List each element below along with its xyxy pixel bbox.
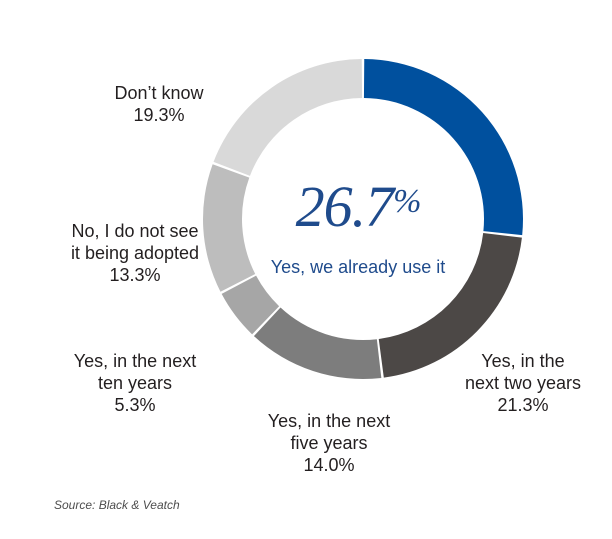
source-note: Source: Black & Veatch <box>54 498 180 512</box>
center-label: Yes, we already use it <box>270 257 446 277</box>
label-five-years: Yes, in the next five years 14.0% <box>244 410 414 476</box>
label-dont-know-value: 19.3% <box>133 105 185 125</box>
label-ten-years: Yes, in the next ten years 5.3% <box>50 350 220 416</box>
donut-slice-1 <box>378 233 522 378</box>
label-ten-years-value: 5.3% <box>114 395 156 415</box>
label-not-adopted: No, I do not see it being adopted 13.3% <box>30 220 240 286</box>
donut-slice-0 <box>363 59 523 236</box>
label-two-years-line2: next two years <box>464 373 582 393</box>
center-value: 26.7% <box>258 170 458 239</box>
label-not-adopted-line2: it being adopted <box>70 243 200 263</box>
label-ten-years-line2: ten years <box>97 373 173 393</box>
label-not-adopted-line1: No, I do not see <box>71 221 199 241</box>
donut-slice-3 <box>221 275 280 335</box>
label-two-years-line1: Yes, in the <box>481 351 565 371</box>
label-two-years: Yes, in the next two years 21.3% <box>448 350 598 416</box>
label-five-years-line2: five years <box>290 433 368 453</box>
label-two-years-value: 21.3% <box>497 395 549 415</box>
label-ten-years-line1: Yes, in the next <box>73 351 197 371</box>
label-five-years-value: 14.0% <box>303 455 355 475</box>
label-dont-know-line1: Don’t know <box>114 83 204 103</box>
label-dont-know: Don’t know 19.3% <box>84 82 234 126</box>
donut-slice-5 <box>213 59 363 176</box>
label-five-years-line1: Yes, in the next <box>267 411 391 431</box>
donut-slice-4 <box>203 164 256 292</box>
center-value-unit: % <box>393 183 421 220</box>
label-not-adopted-value: 13.3% <box>109 265 161 285</box>
center-value-number: 26.7 <box>295 174 394 239</box>
donut-slice-2 <box>253 307 382 379</box>
donut-slices <box>203 59 523 379</box>
